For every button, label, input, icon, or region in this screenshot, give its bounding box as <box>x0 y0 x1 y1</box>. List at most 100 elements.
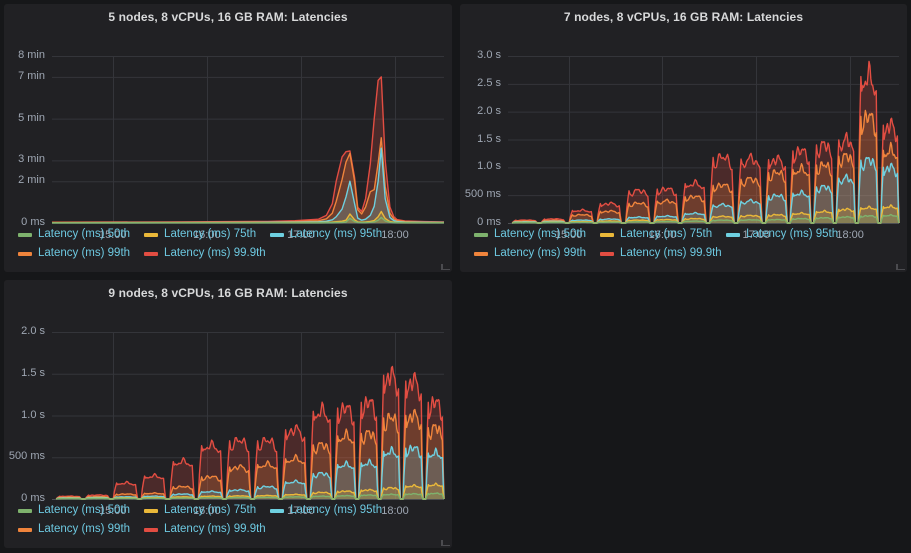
panel-resize-handle[interactable] <box>441 261 450 270</box>
legend-color-swatch-p99 <box>18 251 32 256</box>
legend-color-swatch-p99 <box>18 527 32 532</box>
legend-label-p50: Latency (ms) 50th <box>38 228 131 240</box>
legend-item-p999[interactable]: Latency (ms) 99.9th <box>600 247 722 260</box>
legend-color-swatch-p999 <box>144 251 159 256</box>
legend-label-p50: Latency (ms) 50th <box>494 228 587 240</box>
y-axis-tick-label: 0 ms <box>477 216 501 228</box>
panel-title[interactable]: 5 nodes, 8 vCPUs, 16 GB RAM: Latencies <box>108 10 348 24</box>
legend-row: Latency (ms) 99th Latency (ms) 99.9th <box>474 244 907 263</box>
legend-label-p95: Latency (ms) 95th <box>290 504 383 516</box>
legend-item-p50[interactable]: Latency (ms) 50th <box>474 228 586 241</box>
legend-color-swatch-p75 <box>144 508 159 513</box>
legend-row: Latency (ms) 99th Latency (ms) 99.9th <box>18 244 452 263</box>
x-axis-tick-label: 18:00 <box>836 229 864 241</box>
y-axis-tick-label: 0 ms <box>21 216 45 228</box>
legend-label-p75: Latency (ms) 75th <box>620 228 713 240</box>
x-axis-tick-label: 17:00 <box>287 229 315 241</box>
chart-area[interactable]: 3.0 s 2.5 s 2.0 s 1.5 s 1.0 s 500 ms 0 ms 15:00… <box>460 30 907 247</box>
series-line-p95[interactable] <box>51 147 445 224</box>
legend-label-p999: Latency (ms) 99.9th <box>164 523 266 535</box>
legend-label-p999: Latency (ms) 99.9th <box>620 247 722 259</box>
series-line-p99[interactable] <box>51 137 445 224</box>
y-axis-tick-label: 2.0 s <box>21 325 45 337</box>
series-line-p999[interactable] <box>55 365 445 500</box>
x-axis-tick-label: 17:00 <box>287 505 315 517</box>
panel-5-nodes[interactable]: 5 nodes, 8 vCPUs, 16 GB RAM: Latencies 8… <box>4 4 452 272</box>
plot-canvas[interactable] <box>4 30 452 247</box>
y-axis-tick-label: 1.0 s <box>477 160 501 173</box>
y-axis-tick-label: 2.0 s <box>477 104 501 117</box>
legend-color-swatch-p95 <box>726 232 741 237</box>
y-axis-tick-label: 500 ms <box>464 188 501 201</box>
panel-legend: Latency (ms) 50th Latency (ms) 75th Latenc… <box>4 501 452 539</box>
y-axis-tick-label: 1.5 s <box>21 366 45 379</box>
legend-item-p999[interactable]: Latency (ms) 99.9th <box>144 523 266 536</box>
panel-resize-handle[interactable] <box>896 261 905 270</box>
legend-color-swatch-p95 <box>270 508 285 513</box>
legend-color-swatch-p50 <box>18 232 32 237</box>
legend-item-p95[interactable]: Latency (ms) 95th <box>270 228 382 241</box>
legend-label-p75: Latency (ms) 75th <box>164 504 257 516</box>
y-axis-tick-label: 8 min <box>18 49 45 61</box>
series-fill-p999 <box>52 76 444 223</box>
panel-7-nodes[interactable]: 7 nodes, 8 vCPUs, 16 GB RAM: Latencies 3… <box>460 4 907 272</box>
panel-title[interactable]: 9 nodes, 8 vCPUs, 16 GB RAM: Latencies <box>108 286 348 300</box>
series-line-p50[interactable] <box>51 216 445 224</box>
series-line-p999[interactable] <box>51 76 445 223</box>
legend-color-swatch-p50 <box>474 232 488 237</box>
series-fill-p99 <box>512 110 899 223</box>
legend-item-p95[interactable]: Latency (ms) 95th <box>726 228 838 241</box>
series-line-p99[interactable] <box>511 109 900 224</box>
series-line-p95[interactable] <box>511 156 900 224</box>
x-axis-tick-label: 18:00 <box>381 229 409 241</box>
series-line-p999[interactable] <box>511 60 900 224</box>
legend-color-swatch-p50 <box>18 508 32 513</box>
panel-title[interactable]: 7 nodes, 8 vCPUs, 16 GB RAM: Latencies <box>563 10 804 24</box>
chart-area[interactable]: 8 min 7 min 5 min 3 min 2 min 0 ms 15:00 16:00 1… <box>4 30 452 247</box>
legend-row: Latency (ms) 50th Latency (ms) 75th Latenc… <box>18 225 452 244</box>
legend-item-p999[interactable]: Latency (ms) 99.9th <box>144 247 266 260</box>
panel-legend: Latency (ms) 50th Latency (ms) 75th Latenc… <box>4 225 452 263</box>
legend-item-p75[interactable]: Latency (ms) 75th <box>600 228 712 241</box>
legend-item-p99[interactable]: Latency (ms) 99th <box>18 523 130 536</box>
legend-label-p99: Latency (ms) 99th <box>38 523 131 535</box>
x-axis-tick-label: 17:00 <box>742 229 771 241</box>
series-fill-p95 <box>56 445 444 499</box>
legend-label-p75: Latency (ms) 75th <box>164 228 257 240</box>
panel-9-nodes[interactable]: 9 nodes, 8 vCPUs, 16 GB RAM: Latencies 2… <box>4 280 452 548</box>
x-axis-tick-label: 15:00 <box>98 229 127 241</box>
y-axis-tick-label: 500 ms <box>8 450 45 463</box>
legend-item-p75[interactable]: Latency (ms) 75th <box>144 228 256 241</box>
legend-color-swatch-p75 <box>144 232 159 237</box>
chart-area[interactable]: 2.0 s 1.5 s 1.0 s 500 ms 0 ms 15:00 16:00 17:00… <box>4 306 452 523</box>
series-line-p50[interactable] <box>56 492 445 500</box>
y-axis-tick-label: 2 min <box>18 174 45 187</box>
legend-color-swatch-p75 <box>600 232 615 237</box>
x-axis-tick-label: 16:00 <box>648 229 677 241</box>
legend-item-p95[interactable]: Latency (ms) 95th <box>270 504 382 517</box>
series-fill-p95 <box>52 148 444 223</box>
x-axis-tick-label: 18:00 <box>381 505 409 517</box>
legend-row: Latency (ms) 50th Latency (ms) 75th Latenc… <box>18 501 452 520</box>
legend-item-p75[interactable]: Latency (ms) 75th <box>144 504 256 517</box>
legend-item-p50[interactable]: Latency (ms) 50th <box>18 504 130 517</box>
series-line-p95[interactable] <box>55 444 445 500</box>
series-line-p50[interactable] <box>512 213 900 224</box>
legend-item-p99[interactable]: Latency (ms) 99th <box>474 247 586 260</box>
panel-resize-handle[interactable] <box>441 537 450 546</box>
legend-label-p999: Latency (ms) 99.9th <box>164 247 266 259</box>
plot-canvas[interactable] <box>4 306 452 523</box>
panel-legend: Latency (ms) 50th Latency (ms) 75th Latenc… <box>460 225 907 263</box>
series-line-p99[interactable] <box>55 408 445 500</box>
legend-row: Latency (ms) 50th Latency (ms) 75th Latenc… <box>474 225 907 244</box>
series-line-p75[interactable] <box>512 204 900 224</box>
series-fill-p50 <box>512 214 899 223</box>
plot-canvas[interactable] <box>460 30 907 247</box>
legend-label-p50: Latency (ms) 50th <box>38 504 131 516</box>
x-axis-tick-label: 15:00 <box>554 229 583 241</box>
legend-label-p95: Latency (ms) 95th <box>290 228 383 240</box>
series-fill-p50 <box>56 492 444 499</box>
legend-item-p50[interactable]: Latency (ms) 50th <box>18 228 130 241</box>
x-axis-tick-label: 16:00 <box>193 505 221 517</box>
legend-item-p99[interactable]: Latency (ms) 99th <box>18 247 130 260</box>
